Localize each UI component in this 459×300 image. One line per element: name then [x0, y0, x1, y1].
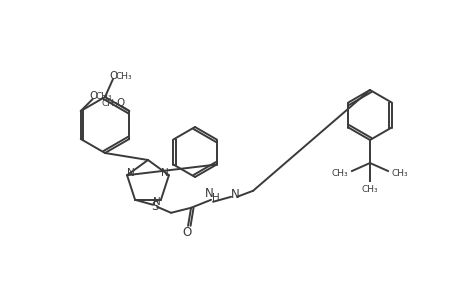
Text: O: O	[90, 91, 98, 101]
Text: N: N	[204, 187, 213, 200]
Text: H: H	[212, 193, 219, 203]
Text: CH₃: CH₃	[115, 71, 132, 80]
Text: O: O	[182, 226, 191, 239]
Text: CH₃: CH₃	[330, 169, 347, 178]
Text: N: N	[161, 168, 168, 178]
Text: S: S	[151, 200, 158, 213]
Text: O: O	[116, 98, 124, 108]
Text: N: N	[127, 168, 134, 178]
Text: CH₃: CH₃	[361, 185, 377, 194]
Text: CH₃: CH₃	[102, 98, 118, 107]
Text: CH₃: CH₃	[95, 92, 112, 100]
Text: N: N	[230, 188, 239, 201]
Text: CH₃: CH₃	[391, 169, 408, 178]
Text: O: O	[110, 71, 118, 81]
Text: N: N	[153, 197, 161, 207]
